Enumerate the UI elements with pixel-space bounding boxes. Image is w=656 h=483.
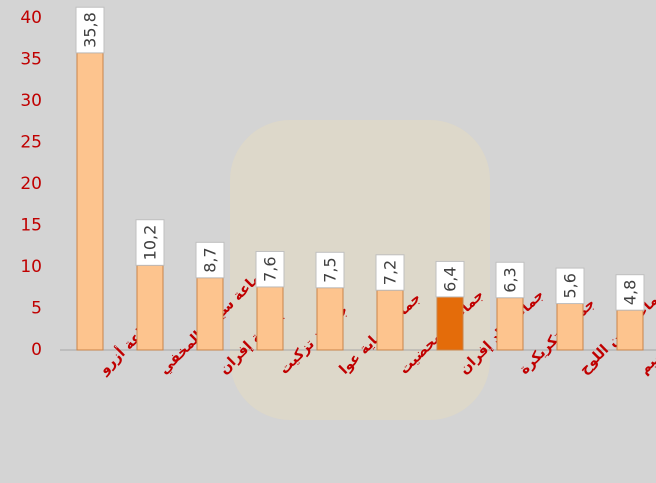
value-label: 6,3 [501, 267, 520, 292]
y-tick-label: 20 [20, 174, 42, 194]
bar [557, 304, 583, 350]
bar [377, 290, 403, 350]
bar [497, 298, 523, 350]
value-label: 7,5 [321, 257, 340, 282]
value-label: 7,2 [381, 260, 400, 285]
y-tick-label: 35 [20, 50, 42, 70]
bar [257, 287, 283, 350]
value-label: 7,6 [261, 256, 280, 281]
y-tick-label: 0 [31, 340, 42, 360]
bar [137, 265, 163, 350]
value-label: 6,4 [441, 266, 460, 291]
y-tick-label: 5 [31, 299, 42, 319]
bar [77, 53, 103, 350]
value-label: 4,8 [621, 280, 640, 305]
value-label: 8,7 [201, 247, 220, 272]
value-label: 5,6 [561, 273, 580, 298]
y-tick-label: 15 [20, 216, 42, 236]
y-tick-label: 25 [20, 133, 42, 153]
bar [317, 288, 343, 350]
bar [617, 310, 643, 350]
y-tick-label: 30 [20, 91, 42, 111]
y-tick-label: 10 [20, 257, 42, 277]
value-label: 35,8 [81, 12, 100, 48]
y-tick-label: 40 [20, 8, 42, 28]
bar [437, 297, 463, 350]
value-label: 10,2 [141, 225, 160, 261]
bar [197, 278, 223, 350]
chart: 0510152025303540جماعة أزرو35,8جماعة سيدي… [0, 0, 656, 483]
